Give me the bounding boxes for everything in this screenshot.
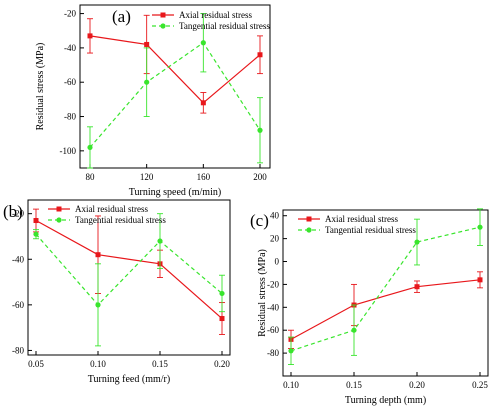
x-axis-title: Turning feed (mm/r) (88, 374, 170, 385)
series-line (290, 226, 481, 352)
chart-panel-b: 0.05 0.10 0.15 0.20 -80 -60 -40 -20 Turning feed… (3, 199, 231, 385)
data-point-square (144, 41, 150, 47)
series-tangential (87, 13, 263, 169)
x-tick-label: 160 (197, 172, 211, 182)
x-tick-label: 0.10 (283, 380, 299, 390)
data-point-square (414, 284, 420, 290)
y-axis-title: Residual stress (MPa) (35, 43, 46, 131)
legend-marker-circle (160, 23, 166, 29)
data-point-circle (414, 239, 420, 245)
chart-panel-c: 0.10 0.15 0.20 0.25 -80 -60 -40 -20 0 20 40 Turning… (250, 208, 489, 406)
data-point-circle (219, 290, 225, 297)
legend-marker-square (56, 206, 62, 212)
y-tick-label: 20 (270, 234, 280, 244)
panel-letter: (c) (250, 211, 269, 230)
data-point-circle (95, 302, 101, 308)
series-axial (87, 14, 263, 114)
legend-label: Tangential residual stress (75, 215, 166, 225)
y-tick-label: -80 (12, 345, 24, 355)
data-point-square (219, 316, 225, 322)
y-tick-label: -20 (12, 209, 24, 219)
y-tick-label: 40 (270, 211, 280, 221)
plot-frame (27, 199, 231, 356)
data-point-circle (87, 144, 93, 151)
data-point-circle (157, 238, 163, 244)
x-tick-label: 0.25 (472, 380, 488, 390)
data-point-circle (200, 40, 206, 46)
x-tick-label: 0.05 (28, 359, 44, 369)
data-point-circle (351, 327, 357, 333)
series-axial (33, 208, 225, 335)
y-tick-label: -100 (60, 146, 77, 156)
data-point-circle (33, 231, 39, 237)
data-point-circle (144, 79, 150, 85)
series-line (290, 279, 481, 340)
data-point-square (33, 218, 39, 224)
data-point-circle (477, 224, 483, 230)
data-point-square (95, 252, 101, 258)
x-tick-label: 80 (86, 172, 96, 182)
y-tick-label: -80 (267, 348, 279, 358)
data-point-square (200, 100, 206, 106)
legend-label: Axial residual stress (325, 214, 398, 224)
data-point-circle (288, 348, 294, 354)
x-tick-label: 0.15 (346, 380, 362, 390)
x-tick-label: 120 (140, 172, 154, 182)
y-tick-label: 0 (275, 257, 280, 267)
x-tick-label: 0.10 (90, 359, 106, 369)
x-tick-label: 200 (253, 172, 267, 182)
legend-label: Axial residual stress (179, 10, 252, 20)
data-point-circle (257, 127, 263, 133)
series-tangential (33, 213, 225, 347)
x-tick-label: 0.15 (152, 359, 168, 369)
series-line (35, 219, 223, 319)
plot-frame (79, 4, 271, 169)
legend-label: Tangential residual stress (325, 225, 416, 235)
data-point-square (477, 277, 483, 283)
series-axial (288, 271, 483, 349)
x-tick-label: 0.20 (409, 380, 425, 390)
y-tick-label: -80 (64, 112, 76, 122)
series-line (89, 41, 261, 148)
y-tick-label: -40 (12, 254, 24, 264)
x-axis-title: Turning depth (mm) (345, 395, 426, 406)
series-line (89, 35, 261, 104)
y-tick-label: -60 (64, 77, 76, 87)
y-tick-label: -60 (267, 325, 279, 335)
legend-label: Axial residual stress (75, 204, 148, 214)
legend-marker-circle (306, 227, 312, 233)
panel-letter: (a) (112, 7, 131, 26)
x-tick-label: 0.20 (214, 359, 230, 369)
y-axis-title: Residual stress (MPa) (257, 249, 268, 337)
y-tick-label: -40 (267, 302, 279, 312)
legend-marker-square (306, 216, 312, 222)
series-tangential (288, 208, 483, 366)
x-axis-title: Turning speed (m/min) (129, 187, 221, 198)
y-tick-label: -20 (267, 279, 279, 289)
data-point-square (257, 52, 263, 58)
y-tick-label: -60 (12, 300, 24, 310)
y-tick-label: -20 (64, 9, 76, 19)
legend-marker-square (160, 12, 166, 18)
legend-label: Tangential residual stress (179, 21, 270, 31)
chart-panel-a: 80 120 160 200 -100 -80 -60 -40 -20 Turning speed… (35, 4, 271, 198)
panel-letter: (b) (3, 202, 23, 221)
data-point-square (87, 33, 93, 39)
y-tick-label: -40 (64, 43, 76, 53)
plot-frame (282, 209, 489, 377)
legend-marker-circle (56, 217, 62, 223)
